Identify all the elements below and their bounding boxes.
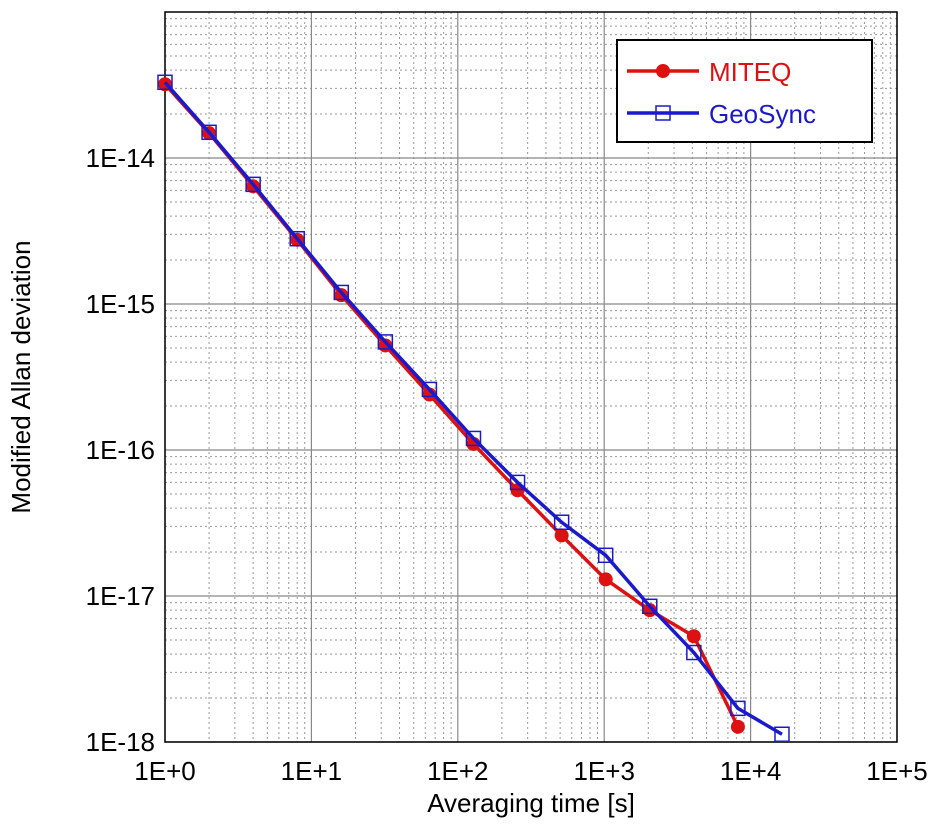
marker xyxy=(730,700,746,717)
marker xyxy=(597,547,614,564)
marker xyxy=(730,719,745,734)
marker xyxy=(509,474,526,491)
legend-marker xyxy=(655,105,671,121)
y-axis-label: Modified Allan deviation xyxy=(6,240,36,513)
marker xyxy=(465,430,482,447)
marker xyxy=(333,284,350,301)
marker xyxy=(686,644,702,661)
plot-frame xyxy=(164,11,898,743)
y-tick-label: 1E-14 xyxy=(86,143,155,173)
x-tick-label: 1E+1 xyxy=(281,756,342,786)
legend-marker xyxy=(656,64,670,78)
x-tick-label: 1E+3 xyxy=(573,756,634,786)
x-tick-label: 1E+5 xyxy=(866,756,927,786)
marker xyxy=(553,514,570,530)
marker xyxy=(774,726,790,743)
marker xyxy=(554,528,569,543)
marker xyxy=(686,629,701,644)
marker xyxy=(245,176,261,193)
marker xyxy=(598,572,613,587)
marker xyxy=(421,381,438,398)
x-tick-label: 1E+0 xyxy=(134,756,195,786)
x-axis-label: Averaging time [s] xyxy=(427,788,635,818)
marker xyxy=(642,598,658,615)
marker xyxy=(289,230,305,247)
y-tick-label: 1E-16 xyxy=(86,435,155,465)
marker xyxy=(377,334,394,350)
legend-label: GeoSync xyxy=(709,99,816,129)
legend-box xyxy=(616,39,873,143)
y-tick-label: 1E-17 xyxy=(86,581,155,611)
x-tick-label: 1E+4 xyxy=(720,756,781,786)
y-tick-label: 1E-15 xyxy=(86,289,155,319)
legend: MITEQ GeoSync xyxy=(616,39,873,143)
x-tick-label: 1E+2 xyxy=(427,756,488,786)
series-line xyxy=(163,81,783,736)
legend-label: MITEQ xyxy=(709,57,791,87)
y-tick-label: 1E-18 xyxy=(86,727,155,757)
marker xyxy=(157,74,173,91)
marker xyxy=(201,124,217,141)
